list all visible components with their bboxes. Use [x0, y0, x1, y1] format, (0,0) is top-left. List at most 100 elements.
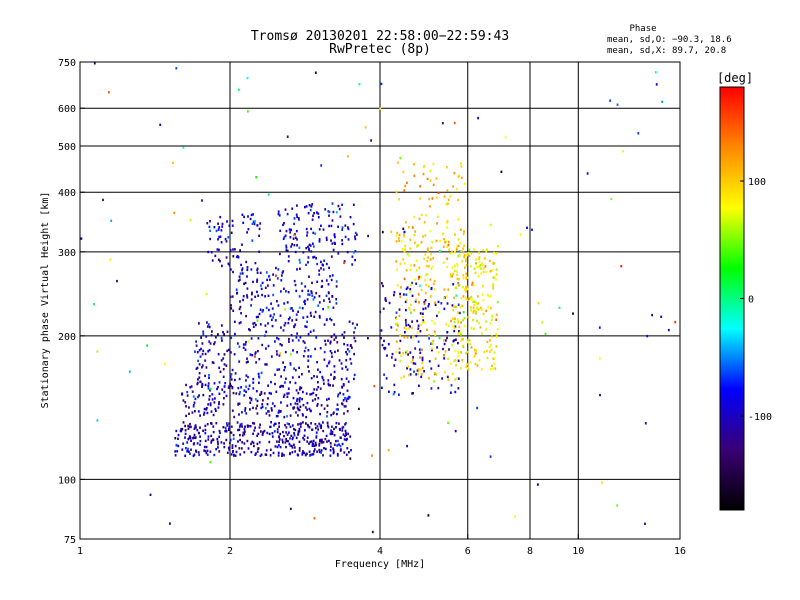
data-point	[297, 391, 300, 395]
data-point	[286, 249, 289, 253]
data-point	[413, 215, 415, 219]
data-point	[257, 349, 259, 353]
data-point	[465, 290, 467, 293]
data-point	[201, 385, 203, 388]
data-point	[274, 422, 277, 425]
data-point	[203, 413, 205, 416]
data-point	[480, 308, 483, 311]
data-point	[294, 381, 297, 385]
data-point	[267, 344, 270, 348]
data-point	[333, 333, 336, 336]
data-point	[332, 210, 335, 214]
data-point	[288, 337, 290, 341]
data-point	[265, 412, 268, 415]
data-point	[216, 248, 219, 251]
data-point	[239, 278, 241, 281]
data-point	[235, 450, 238, 454]
data-point	[210, 334, 213, 337]
data-point	[444, 241, 446, 244]
data-point	[290, 334, 293, 337]
data-point	[451, 250, 453, 253]
data-point	[404, 300, 407, 304]
data-point	[314, 232, 317, 235]
data-point	[198, 363, 201, 366]
data-point	[206, 453, 209, 456]
data-point	[459, 305, 461, 309]
data-point	[303, 434, 306, 437]
data-point	[302, 340, 305, 343]
data-point	[317, 385, 320, 389]
data-point	[259, 222, 262, 225]
data-point	[250, 450, 253, 454]
data-point	[476, 306, 479, 309]
data-point	[405, 287, 408, 291]
data-point	[472, 318, 474, 322]
data-point	[298, 388, 301, 391]
data-point	[447, 288, 450, 291]
colorbar-tick-label: -100	[748, 412, 772, 423]
data-point	[301, 307, 304, 310]
data-point	[191, 390, 194, 393]
data-point	[199, 355, 202, 358]
data-point	[425, 283, 427, 287]
data-point	[466, 350, 469, 354]
data-point	[184, 436, 186, 439]
data-point	[267, 294, 270, 297]
data-point	[218, 435, 221, 438]
data-point	[281, 453, 284, 456]
data-point	[188, 406, 190, 409]
data-point	[336, 444, 339, 447]
data-point	[264, 407, 267, 410]
data-point	[455, 294, 458, 297]
data-point	[217, 443, 219, 446]
data-point	[307, 293, 309, 296]
data-point	[232, 450, 234, 453]
data-point	[405, 308, 407, 312]
data-point	[343, 451, 346, 454]
data-point	[207, 384, 210, 388]
data-point	[301, 413, 304, 416]
data-point	[268, 308, 270, 312]
data-point	[295, 318, 298, 321]
data-point	[435, 239, 438, 243]
data-point	[449, 195, 452, 198]
data-point	[246, 287, 249, 290]
data-point	[437, 191, 440, 194]
data-point	[237, 403, 239, 406]
data-point	[298, 400, 301, 403]
data-point	[491, 269, 494, 272]
data-point	[226, 220, 228, 223]
data-point	[302, 316, 305, 319]
data-point	[461, 338, 464, 341]
data-point	[409, 368, 412, 371]
data-point	[309, 409, 312, 412]
data-point	[298, 427, 301, 431]
data-point	[408, 254, 411, 257]
data-point	[324, 437, 327, 441]
data-point	[281, 441, 284, 444]
data-point	[439, 249, 441, 253]
data-point	[222, 331, 224, 334]
data-point	[279, 410, 282, 413]
data-point	[441, 377, 443, 380]
data-point	[457, 377, 460, 380]
data-point	[283, 454, 285, 457]
data-point	[289, 231, 292, 234]
data-point	[219, 260, 221, 263]
data-point	[301, 397, 303, 401]
data-point	[283, 415, 286, 419]
data-point	[204, 439, 207, 443]
data-point	[287, 260, 290, 263]
data-point	[218, 248, 220, 251]
data-point	[208, 376, 210, 380]
data-point	[519, 233, 522, 236]
data-point	[277, 337, 280, 341]
data-point	[417, 327, 420, 330]
data-point	[336, 341, 339, 344]
data-point	[322, 228, 325, 231]
data-point	[407, 353, 409, 356]
data-point	[256, 404, 259, 407]
data-point	[224, 426, 227, 430]
data-point	[218, 366, 221, 369]
data-point	[442, 261, 445, 264]
